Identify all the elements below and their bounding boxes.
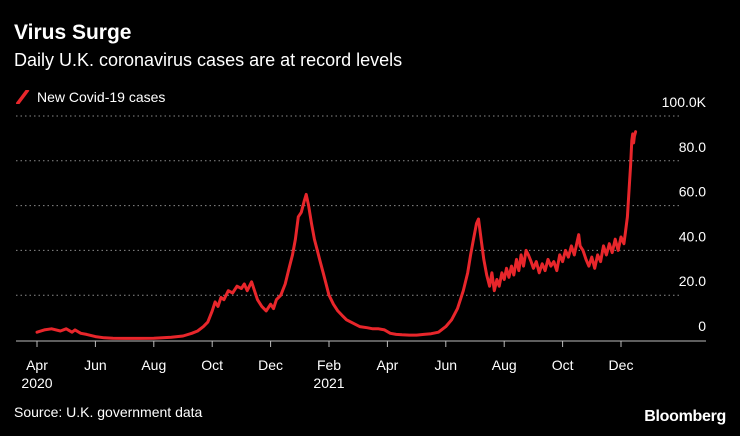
y-tick-label-1: 20.0: [679, 273, 706, 289]
x-tick-label-1: Jun: [84, 357, 107, 373]
chart-title: Virus Surge: [14, 21, 132, 44]
series-line-0: [35, 130, 638, 340]
y-tick-label-4: 80.0: [679, 139, 706, 155]
legend-label: New Covid-19 cases: [37, 89, 166, 105]
y-tick-label-0: 0: [698, 318, 706, 334]
x-tick-label-4: Dec: [258, 357, 283, 373]
y-tick-label-5: 100.0K: [662, 94, 707, 110]
grid-layer: [16, 115, 682, 296]
label-layer: 0 20.0 40.0 60.0 80.0 100.0K Apr 2020 Jun Aug Oct D…: [21, 94, 706, 391]
x-tick-label-9: Oct: [552, 357, 574, 373]
y-tick-label-3: 60.0: [679, 184, 706, 200]
source-note: Source: U.K. government data: [14, 404, 203, 420]
legend-swatch-icon: [16, 90, 30, 104]
y-tick-label-2: 40.0: [679, 228, 706, 244]
x-tick-label-6: Apr: [377, 357, 399, 373]
chart-subtitle: Daily U.K. coronavirus cases are at reco…: [14, 50, 403, 70]
x-tick-label-10: Dec: [609, 357, 634, 373]
x-year-label-0: 2020: [21, 375, 52, 391]
x-tick-label-7: Jun: [435, 357, 458, 373]
x-year-label-5: 2021: [313, 375, 344, 391]
x-tick-label-2: Aug: [141, 357, 166, 373]
x-tick-label-5: Feb: [317, 357, 341, 373]
x-tick-label-0: Apr: [26, 357, 48, 373]
x-tick-label-3: Oct: [201, 357, 223, 373]
axis-layer: [16, 340, 706, 347]
x-tick-label-8: Aug: [492, 357, 517, 373]
legend: New Covid-19 cases: [16, 88, 165, 106]
bloomberg-logo: Bloomberg: [644, 408, 726, 425]
series-layer: [35, 130, 638, 340]
